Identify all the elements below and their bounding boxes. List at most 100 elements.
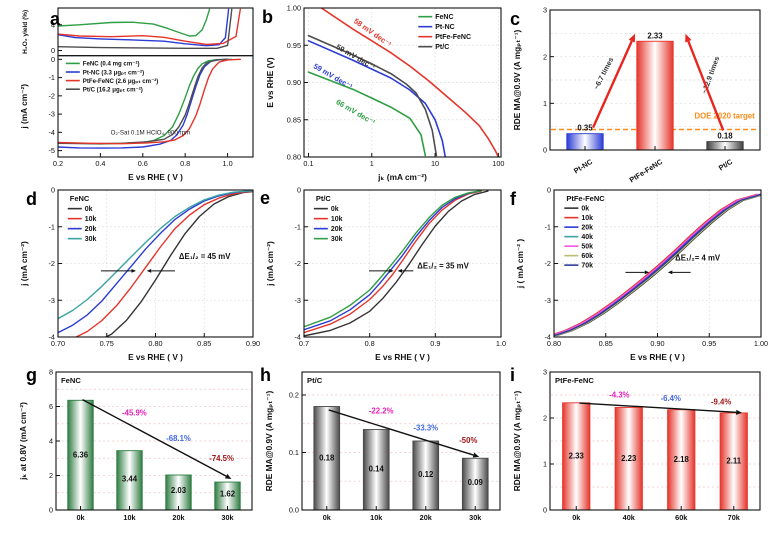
svg-text:0.09: 0.09 xyxy=(468,478,484,487)
svg-text:-22.2%: -22.2% xyxy=(369,406,394,415)
svg-text:4: 4 xyxy=(51,20,55,29)
svg-text:40k: 40k xyxy=(581,234,593,241)
svg-text:0k: 0k xyxy=(323,513,332,522)
svg-text:RDE MA@0.9V (A mgₚₜ⁻¹): RDE MA@0.9V (A mgₚₜ⁻¹) xyxy=(512,391,522,492)
svg-text:2: 2 xyxy=(49,471,53,480)
svg-text:PtFe-FeNC: PtFe-FeNC xyxy=(555,376,594,385)
panel-h-letter: h xyxy=(260,365,271,385)
svg-text:0: 0 xyxy=(297,186,301,195)
svg-text:0.80: 0.80 xyxy=(287,153,301,162)
svg-text:-1: -1 xyxy=(49,222,56,231)
svg-text:70k: 70k xyxy=(728,513,741,522)
svg-text:Pt-NC: Pt-NC xyxy=(435,24,454,31)
svg-text:0k: 0k xyxy=(581,205,589,212)
svg-text:0: 0 xyxy=(547,186,551,195)
svg-text:20k: 20k xyxy=(420,513,433,522)
svg-text:3: 3 xyxy=(543,6,547,15)
svg-text:0.7: 0.7 xyxy=(299,339,309,348)
svg-text:FeNC: FeNC xyxy=(435,14,453,21)
svg-text:ΔE₁/₂ = 45 mV: ΔE₁/₂ = 45 mV xyxy=(179,252,231,261)
svg-text:-33.3%: -33.3% xyxy=(413,424,438,433)
svg-text:1.62: 1.62 xyxy=(220,490,236,499)
svg-text:-4: -4 xyxy=(295,333,302,342)
panel-d: d 0 -1 -2 -3 -4 j (mA cm⁻²) ΔE₁/₂ = 45 mV FeNC 0… xyxy=(14,186,260,364)
svg-text:-1: -1 xyxy=(295,222,302,231)
svg-text:0.80: 0.80 xyxy=(547,339,561,348)
svg-text:-2: -2 xyxy=(295,259,302,268)
svg-text:-50%: -50% xyxy=(459,436,477,445)
svg-text:10k: 10k xyxy=(581,215,593,222)
svg-text:0.35: 0.35 xyxy=(577,124,593,133)
svg-text:Pt/C (16.2 μgₚₜ cm⁻²): Pt/C (16.2 μgₚₜ cm⁻²) xyxy=(83,87,143,94)
svg-text:j (mA cm⁻²): j (mA cm⁻²) xyxy=(19,84,29,130)
svg-text:0.85: 0.85 xyxy=(287,115,301,124)
svg-text:20k: 20k xyxy=(85,226,97,233)
panel-f: f 0 -1 -2 -3 -4 j ( mA cm⁻² ) ΔE₁/₂= 4 mV PtFe-… xyxy=(510,186,768,364)
svg-text:0.1: 0.1 xyxy=(289,448,299,457)
svg-text:0: 0 xyxy=(543,506,547,515)
svg-text:10k: 10k xyxy=(331,216,343,223)
panel-b: b 0.80 0.85 0.90 0.95 1.00 E vs RHE (V) 58 mV … xyxy=(260,4,508,184)
svg-text:-6.4%: -6.4% xyxy=(661,394,681,403)
panel-g-letter: g xyxy=(26,365,37,385)
panel-b-chart: 0.800.850.900.951.00E vs RHE (V)58 mV de… xyxy=(265,4,504,182)
svg-text:66 mV dec⁻¹: 66 mV dec⁻¹ xyxy=(335,97,378,127)
svg-text:1: 1 xyxy=(370,159,374,168)
svg-text:-5: -5 xyxy=(49,146,56,155)
svg-text:-4: -4 xyxy=(545,333,552,342)
svg-text:0.95: 0.95 xyxy=(287,41,301,50)
svg-text:1.0: 1.0 xyxy=(222,159,232,168)
svg-text:0.6: 0.6 xyxy=(138,159,148,168)
svg-text:100: 100 xyxy=(492,159,504,168)
svg-text:Pt/C: Pt/C xyxy=(717,157,735,173)
svg-text:0.14: 0.14 xyxy=(369,464,385,473)
svg-text:2.23: 2.23 xyxy=(621,454,637,463)
svg-text:1.00: 1.00 xyxy=(754,339,768,348)
svg-text:-2: -2 xyxy=(545,259,552,268)
svg-text:E vs RHE ( V ): E vs RHE ( V ) xyxy=(128,172,183,182)
svg-text:PtFe-FeNC: PtFe-FeNC xyxy=(435,34,471,41)
svg-text:8: 8 xyxy=(49,368,53,377)
panel-h: h 0.18 0k 0.14 10k 0.12 20k 0.09 30k 0.0 0.1 0.2 RD… xyxy=(260,366,508,536)
svg-text:70k: 70k xyxy=(581,262,593,269)
svg-text:ΔE₁/₂= 4 mV: ΔE₁/₂= 4 mV xyxy=(675,254,721,263)
svg-text:0.90: 0.90 xyxy=(287,78,301,87)
svg-text:3: 3 xyxy=(543,368,547,377)
svg-text:2.03: 2.03 xyxy=(171,486,187,495)
svg-text:0.90: 0.90 xyxy=(246,339,260,348)
svg-text:0: 0 xyxy=(543,146,547,155)
panel-g-chart: 6.36 0k 3.44 10k 2.03 20k 1.62 30k 0 2 4 6 8 jₖ at 0.… xyxy=(18,368,253,522)
panel-d-letter: d xyxy=(26,189,37,209)
svg-text:j (mA cm⁻²): j (mA cm⁻²) xyxy=(265,241,275,287)
svg-text:30k: 30k xyxy=(331,236,343,243)
panel-i: i 2.33 0k 2.23 40k 2.18 60k 2.11 70k 0 1 2 3 RDE MA@… xyxy=(510,366,768,536)
panel-e-chart: 0 -1 -2 -3 -4 j (mA cm⁻²) ΔE₁/₂ = 35 mV Pt/C 0k 1… xyxy=(265,186,506,362)
svg-text:0: 0 xyxy=(51,46,55,55)
svg-text:0k: 0k xyxy=(572,513,581,522)
svg-text:-74.5%: -74.5% xyxy=(209,454,234,463)
svg-text:0.85: 0.85 xyxy=(197,339,211,348)
svg-text:0.2: 0.2 xyxy=(289,391,299,400)
svg-text:RDE MA@0.9V (A mgₚₜ⁻¹): RDE MA@0.9V (A mgₚₜ⁻¹) xyxy=(264,391,274,492)
svg-text:0.90: 0.90 xyxy=(650,339,664,348)
svg-text:10: 10 xyxy=(431,159,439,168)
svg-text:E vs RHE ( V ): E vs RHE ( V ) xyxy=(375,352,430,362)
svg-text:RDE MA@0.9V (A mgₚₜ⁻¹): RDE MA@0.9V (A mgₚₜ⁻¹) xyxy=(512,30,522,131)
svg-text:-3: -3 xyxy=(295,296,302,305)
panel-c-letter: c xyxy=(510,9,521,29)
svg-text:DOE 2020 target: DOE 2020 target xyxy=(695,112,756,121)
svg-text:20k: 20k xyxy=(172,513,185,522)
svg-text:1.0: 1.0 xyxy=(496,339,506,348)
svg-text:20k: 20k xyxy=(581,224,593,231)
svg-text:-4: -4 xyxy=(49,128,56,137)
panel-c-chart: DOE 2020 target 0.35 Pt-NC 2.33 PtFe-FeNC 0.1… xyxy=(512,6,761,184)
svg-text:Pt-NC (3.3 μgₚₜ cm⁻²): Pt-NC (3.3 μgₚₜ cm⁻²) xyxy=(83,69,144,76)
panel-h-chart: 0.18 0k 0.14 10k 0.12 20k 0.09 30k 0.0 0.1 0.2 RDE … xyxy=(264,371,501,522)
panel-f-letter: f xyxy=(510,189,516,209)
svg-text:E vs RHE ( V ): E vs RHE ( V ) xyxy=(630,352,685,362)
svg-text:30k: 30k xyxy=(85,236,97,243)
svg-text:0.8: 0.8 xyxy=(365,339,375,348)
svg-text:FeNC: FeNC xyxy=(61,376,81,385)
svg-text:O₂-Sat 0.1M HClO₄, 900 rpm: O₂-Sat 0.1M HClO₄, 900 rpm xyxy=(111,130,191,137)
